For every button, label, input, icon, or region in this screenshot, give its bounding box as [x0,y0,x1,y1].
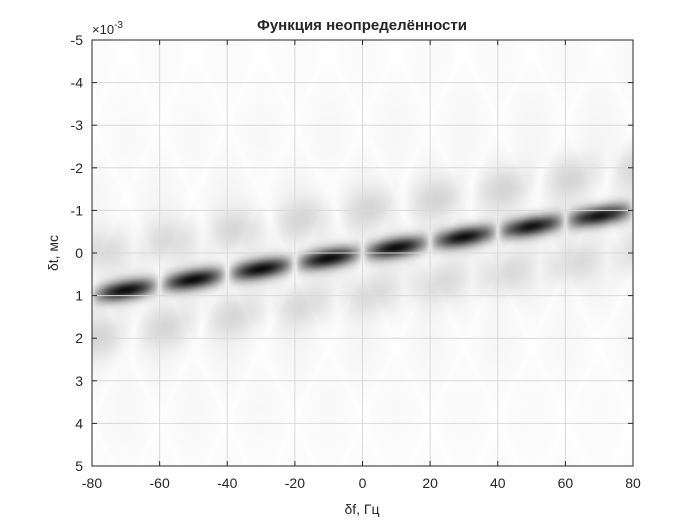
x-tick-label: -60 [150,475,170,491]
y-axis-multiplier: ×10-3 [92,20,123,37]
y-tick-label: -4 [71,75,84,91]
x-tick-label: 40 [490,475,506,491]
y-tick-label: 0 [75,245,83,261]
y-tick-label: 2 [75,330,83,346]
y-tick-label: 5 [75,458,83,474]
y-tick-label: -1 [71,202,84,218]
y-tick-label: 4 [75,415,83,431]
ticks: -80 -60 -40 -20 0 20 40 60 80 -5 -4 -3 -2 -1 0 1 2 3 4 5 [71,32,641,491]
x-tick-label: 0 [359,475,367,491]
x-tick-label: 60 [558,475,574,491]
grid [92,40,633,466]
y-axis-label: δt, мс [45,235,61,271]
x-tick-label: -20 [285,475,305,491]
y-tick-label: -2 [71,160,84,176]
x-axis-label: δf, Гц [344,501,379,517]
x-tick-label: 20 [422,475,438,491]
y-tick-label: -5 [71,32,84,48]
x-tick-label: -80 [82,475,102,491]
y-tick-label: 1 [75,288,83,304]
y-tick-label: -3 [71,117,84,133]
chart-title: Функция неопределённости [257,17,467,34]
x-tick-label: -40 [217,475,237,491]
x-tick-label: 80 [625,475,641,491]
y-tick-label: 3 [75,373,83,389]
